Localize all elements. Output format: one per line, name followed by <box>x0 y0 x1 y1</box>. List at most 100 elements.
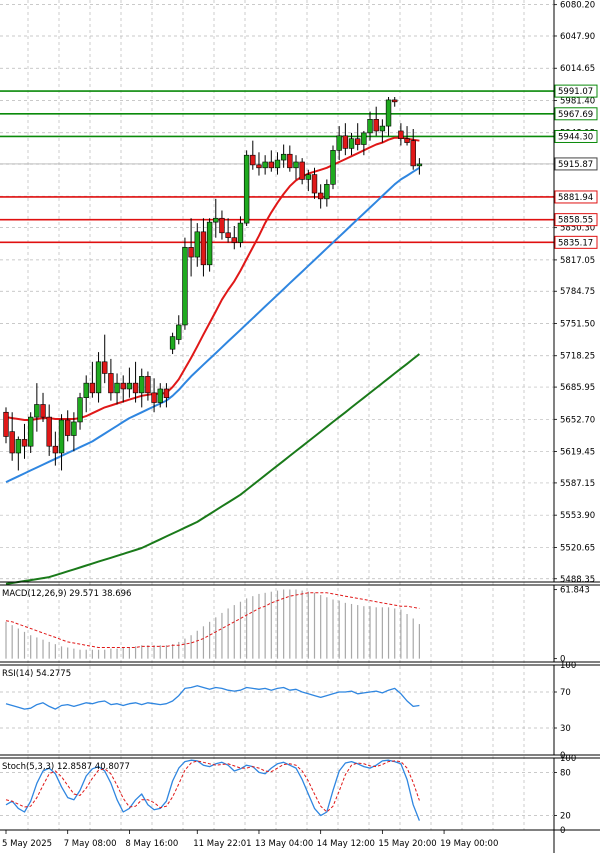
sma-short-line <box>5 136 420 421</box>
candle-body <box>268 161 275 169</box>
candle-body <box>108 373 114 394</box>
candle-body <box>3 411 9 437</box>
candle-body <box>120 382 126 390</box>
candle-body <box>21 439 28 447</box>
macd-signal-line <box>5 592 420 648</box>
candle-body <box>46 416 52 447</box>
x-tick-label: 19 May 00:00 <box>440 839 498 849</box>
candle-body <box>34 404 40 418</box>
y-tick-label: 5850.30 <box>560 224 595 234</box>
candle-body <box>225 232 231 238</box>
level-label-box <box>554 129 598 143</box>
y-tick-label: 6047.90 <box>560 32 595 42</box>
candle-body <box>200 231 207 266</box>
y-tick-label: 5718.25 <box>560 352 595 362</box>
level-label: 5881.94 <box>558 193 593 203</box>
candle-body <box>256 164 262 169</box>
candle-body <box>157 388 163 403</box>
candle-body <box>330 150 336 185</box>
stoch-y-tick-label: 20 <box>560 812 571 822</box>
x-tick-label: 11 May 22:01 <box>193 839 251 849</box>
candle-body <box>219 217 225 234</box>
candle-body <box>410 140 416 167</box>
candle-body <box>274 159 281 169</box>
x-tick-label: 8 May 16:00 <box>125 839 178 849</box>
x-tick-label: 14 May 12:00 <box>317 839 375 849</box>
rsi-y-tick-label: 0 <box>560 751 565 761</box>
candle-body <box>89 382 96 394</box>
level-label: 5858.55 <box>558 216 593 226</box>
candle-body <box>305 174 312 180</box>
candle-body <box>182 247 188 326</box>
candle-body <box>114 382 120 394</box>
candle-body <box>262 161 268 169</box>
rsi-line <box>5 685 420 710</box>
stoch-d-line <box>5 760 420 813</box>
candle-body <box>206 221 213 266</box>
candle-body <box>65 419 71 436</box>
candle-body <box>58 419 65 454</box>
candle-body <box>77 397 83 423</box>
y-tick-label: 5817.05 <box>560 256 595 266</box>
candle-body <box>126 382 133 390</box>
stoch-label: Stoch(5,3,3) 12.8587 40.8077 <box>2 762 130 772</box>
macd-label: MACD(12,26,9) 29.571 38.696 <box>2 589 131 599</box>
candle-body <box>163 388 170 399</box>
y-tick-label: 5619.45 <box>560 448 595 458</box>
candle-body <box>15 439 22 454</box>
candle-body <box>250 154 256 166</box>
candle-body <box>373 119 379 132</box>
candle-body <box>83 382 89 398</box>
candle-body <box>299 161 305 180</box>
y-tick-label: 5587.15 <box>560 479 595 489</box>
y-tick-label: 5520.65 <box>560 543 595 553</box>
candle-body <box>336 135 342 151</box>
candle-body <box>398 130 404 140</box>
candle-body <box>102 361 108 374</box>
candle-body <box>392 99 398 103</box>
candle-body <box>324 184 330 200</box>
y-tick-label: 5652.70 <box>560 415 595 425</box>
y-tick-label: 5751.50 <box>560 319 595 329</box>
candle-body <box>151 392 157 403</box>
level-label-box <box>554 84 598 98</box>
level-label-box <box>554 235 598 249</box>
rsi-y-tick-label: 30 <box>560 724 571 734</box>
candle-body <box>95 361 102 394</box>
y-tick-label: 6014.65 <box>560 64 595 74</box>
y-tick-label: 5784.75 <box>560 287 595 297</box>
candle-body <box>194 231 200 258</box>
current-price-box <box>554 157 598 171</box>
candle-body <box>176 324 182 340</box>
stoch-y-tick-label: 80 <box>560 768 571 778</box>
candle-body <box>139 376 145 394</box>
candle-body <box>237 222 244 243</box>
candle-body <box>27 416 34 447</box>
candle-body <box>243 154 250 224</box>
candle-body <box>367 119 373 134</box>
candle-body <box>213 217 219 223</box>
level-label: 5991.07 <box>558 87 593 97</box>
candle-body <box>231 237 237 243</box>
rsi-label: RSI(14) 54.2775 <box>2 669 71 679</box>
x-tick-label: 15 May 20:00 <box>378 839 436 849</box>
stoch-k-line <box>5 759 421 821</box>
level-label-box <box>554 190 598 204</box>
candle-body <box>169 336 176 350</box>
candle-body <box>416 163 423 167</box>
candle-body <box>404 138 410 143</box>
candle-body <box>342 135 349 149</box>
candle-body <box>40 404 46 418</box>
candle-body <box>317 192 324 200</box>
level-label: 5967.69 <box>558 110 593 120</box>
stoch-y-tick-label: 100 <box>560 754 576 764</box>
rsi-y-tick-label: 70 <box>560 688 571 698</box>
candle-body <box>311 174 318 194</box>
level-label-box <box>554 107 598 121</box>
candle-body <box>145 376 151 394</box>
sma-long-line <box>5 353 421 585</box>
level-label: 5835.17 <box>558 238 593 248</box>
candle-body <box>361 132 367 145</box>
rsi-y-tick-label: 100 <box>560 661 576 671</box>
